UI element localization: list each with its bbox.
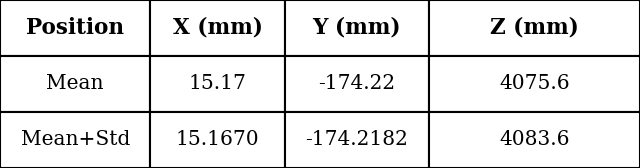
Text: X (mm): X (mm) — [173, 17, 262, 39]
FancyBboxPatch shape — [285, 56, 429, 112]
Text: Mean: Mean — [47, 74, 104, 93]
FancyBboxPatch shape — [0, 112, 150, 168]
Text: 15.1670: 15.1670 — [176, 130, 259, 150]
FancyBboxPatch shape — [285, 112, 429, 168]
Text: Position: Position — [26, 17, 124, 39]
Text: Y (mm): Y (mm) — [312, 17, 401, 39]
Text: 4075.6: 4075.6 — [499, 74, 570, 93]
Text: Z (mm): Z (mm) — [490, 17, 579, 39]
FancyBboxPatch shape — [285, 0, 429, 56]
Text: 4083.6: 4083.6 — [499, 130, 570, 150]
FancyBboxPatch shape — [150, 0, 285, 56]
FancyBboxPatch shape — [429, 0, 640, 56]
FancyBboxPatch shape — [429, 56, 640, 112]
FancyBboxPatch shape — [0, 0, 150, 56]
Text: -174.22: -174.22 — [318, 74, 396, 93]
FancyBboxPatch shape — [150, 56, 285, 112]
Text: -174.2182: -174.2182 — [305, 130, 408, 150]
FancyBboxPatch shape — [0, 56, 150, 112]
Text: 15.17: 15.17 — [189, 74, 246, 93]
FancyBboxPatch shape — [150, 112, 285, 168]
Text: Mean+Std: Mean+Std — [20, 130, 130, 150]
FancyBboxPatch shape — [429, 112, 640, 168]
